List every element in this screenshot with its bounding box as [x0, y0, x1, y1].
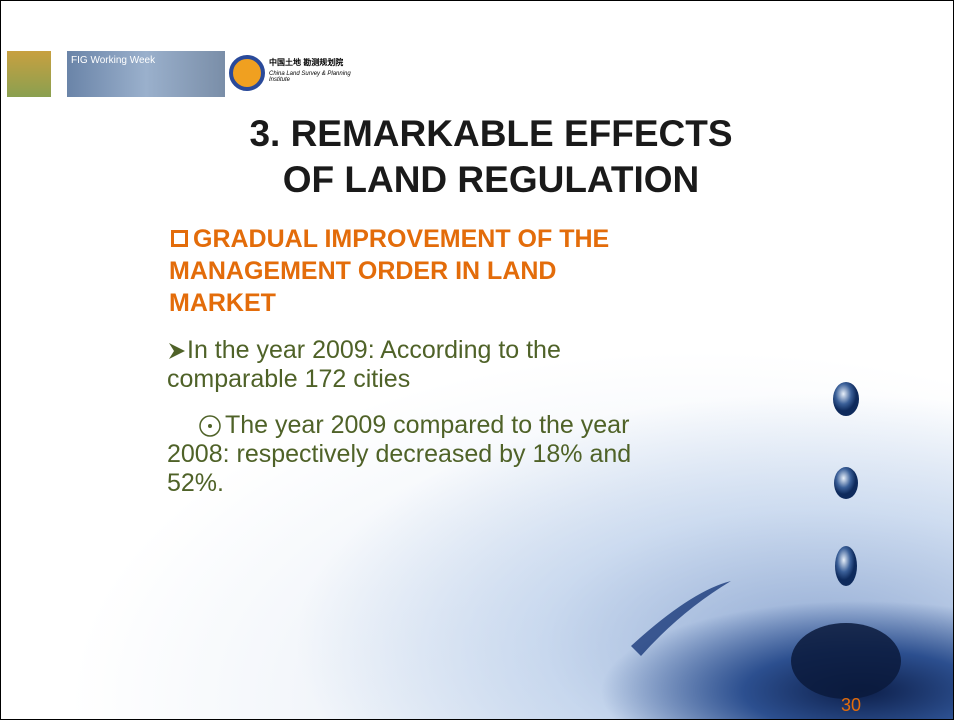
arrow-bullet [167, 341, 187, 361]
title-line: OF LAND REGULATION [191, 159, 791, 201]
bullet-line: 2008: respectively decreased by 18% and [167, 440, 631, 469]
circle-bullet [198, 414, 222, 438]
heading-line: MANAGEMENT ORDER IN LAND [169, 255, 557, 287]
logo-banner: FIG Working Week [67, 51, 225, 97]
bullet-line: comparable 172 cities [167, 365, 410, 394]
heading-line: MARKET [169, 287, 276, 319]
title-line: 3. REMARKABLE EFFECTS [191, 113, 791, 155]
logo-icon [7, 51, 51, 97]
slide: FIG Working Week 中国土地 勘测规划院 China Land S… [0, 0, 954, 720]
bullet-line: The year 2009 compared to the year [225, 411, 629, 440]
square-bullet [171, 230, 188, 247]
institute-emblem [229, 55, 265, 91]
institute-logo: 中国土地 勘测规划院 China Land Survey & Planning … [229, 51, 359, 97]
logo-text: 中国土地 勘测规划院 [269, 57, 343, 68]
heading-line: GRADUAL IMPROVEMENT OF THE [193, 223, 609, 255]
bullet-line: In the year 2009: According to the [187, 336, 561, 365]
logo-text: China Land Survey & Planning Institute [269, 71, 357, 83]
page-number: 30 [841, 695, 861, 716]
bullet-line: 52%. [167, 469, 224, 498]
logo-text: FIG Working Week [71, 55, 155, 66]
water-decoration [601, 361, 901, 719]
